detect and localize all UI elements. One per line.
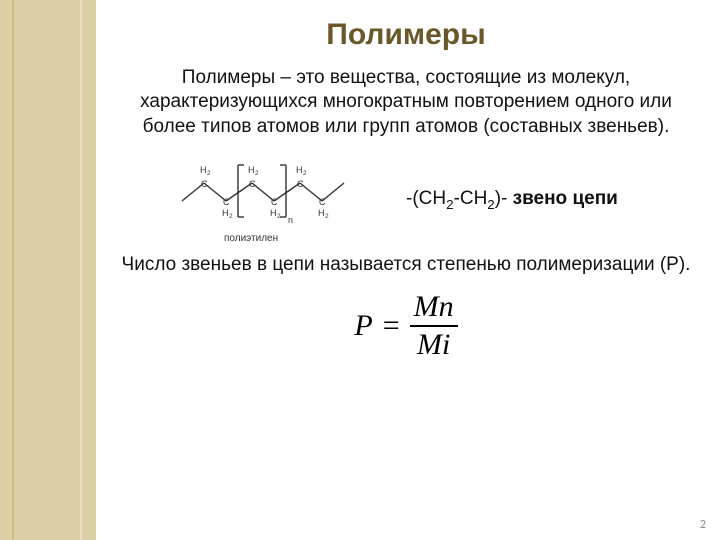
svg-text:2: 2 — [303, 170, 307, 177]
chain-unit-label: -(CH2-CH2)- звено цепи — [406, 188, 618, 212]
formula-numerator: Mn — [410, 291, 458, 323]
svg-text:2: 2 — [229, 213, 233, 220]
polyethylene-structure-diagram: C C C C C C H2 H2 H2 H2 H2 H2 n полиэтил… — [156, 153, 366, 247]
degree-formula: P = Mn Mi — [354, 291, 457, 360]
formula-block: P = Mn Mi — [120, 291, 692, 360]
formula-equals: = — [383, 309, 400, 343]
svg-text:H: H — [296, 165, 303, 175]
svg-text:H: H — [222, 208, 229, 218]
svg-text:H: H — [318, 208, 325, 218]
page-number: 2 — [700, 518, 706, 532]
repeat-subscript: n — [288, 215, 293, 225]
chain-unit-sub-2: 2 — [487, 197, 494, 212]
svg-text:2: 2 — [255, 170, 259, 177]
svg-text:C: C — [271, 197, 278, 207]
svg-text:C: C — [319, 197, 326, 207]
band-accent-line-2 — [80, 0, 82, 540]
chemistry-row: C C C C C C H2 H2 H2 H2 H2 H2 n полиэтил… — [156, 153, 692, 247]
svg-text:C: C — [201, 179, 208, 189]
svg-text:2: 2 — [325, 213, 329, 220]
svg-text:H: H — [200, 165, 207, 175]
band-accent-line-1 — [12, 0, 14, 540]
definition-paragraph: Полимеры – это вещества, состоящие из мо… — [120, 66, 692, 139]
chain-unit-bold: звено цепи — [513, 188, 618, 209]
svg-text:H: H — [248, 165, 255, 175]
chain-unit-text-3: )- — [495, 188, 513, 209]
svg-text:C: C — [249, 179, 256, 189]
formula-fraction: Mn Mi — [410, 291, 458, 360]
formula-lhs: P — [354, 309, 372, 343]
degree-paragraph: Число звеньев в цепи называется степенью… — [120, 253, 692, 277]
svg-text:H: H — [270, 208, 277, 218]
decorative-side-band — [0, 0, 96, 540]
svg-text:C: C — [223, 197, 230, 207]
slide-content: Полимеры Полимеры – это вещества, состоя… — [96, 0, 720, 540]
svg-text:C: C — [297, 179, 304, 189]
chain-unit-text-1: -(CH — [406, 188, 446, 209]
chain-unit-sub-1: 2 — [446, 197, 453, 212]
chain-unit-text-2: -CH — [454, 188, 488, 209]
page-title: Полимеры — [120, 18, 692, 52]
svg-text:2: 2 — [207, 170, 211, 177]
formula-denominator: Mi — [413, 329, 454, 361]
structure-caption: полиэтилен — [224, 233, 278, 244]
fraction-bar — [410, 325, 458, 327]
